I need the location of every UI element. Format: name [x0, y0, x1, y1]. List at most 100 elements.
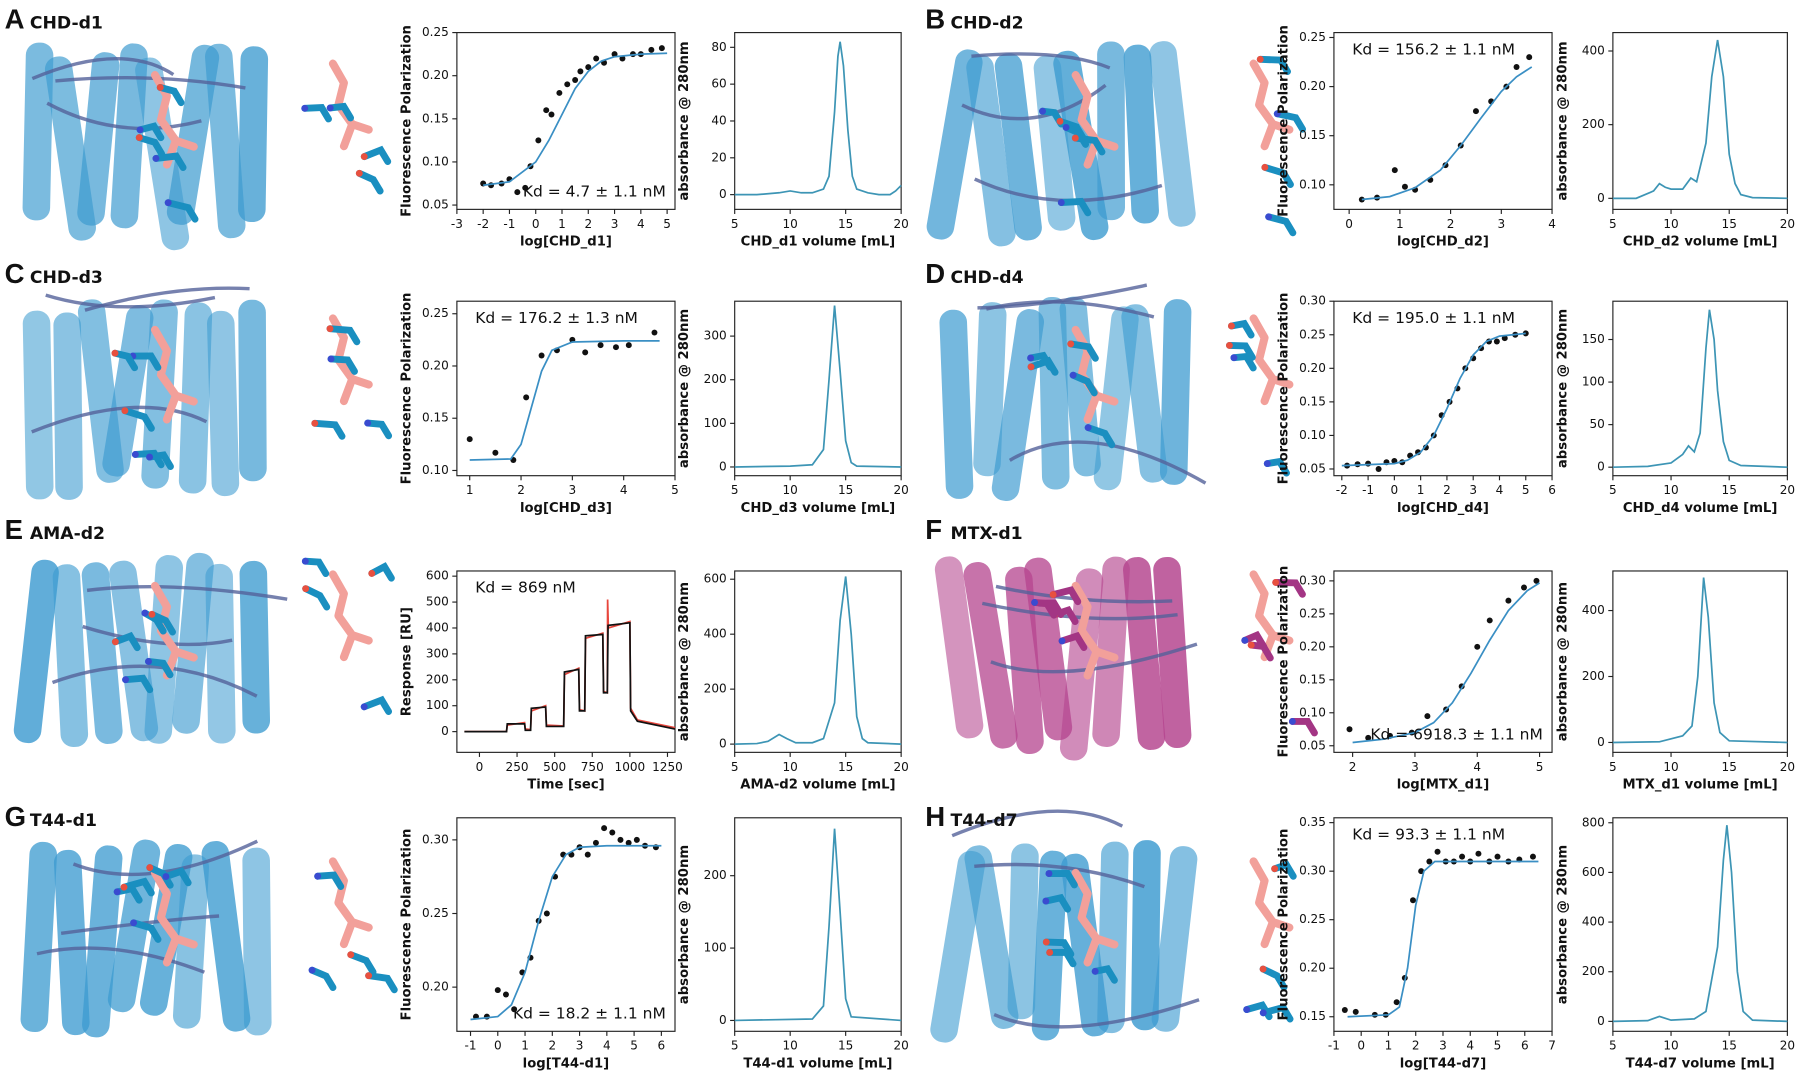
- y-tick-label: 0: [1597, 735, 1605, 749]
- y-tick-label: 400: [1582, 43, 1605, 57]
- protein-cartoon: [930, 809, 1297, 1043]
- y-axis-label: absorbance @ 280nm: [677, 582, 692, 741]
- helix: [1131, 840, 1161, 1031]
- data-point: [543, 910, 550, 917]
- y-tick-label: 0.35: [1299, 815, 1326, 829]
- ligand: [1071, 868, 1119, 967]
- data-point: [1474, 643, 1481, 650]
- y-tick-label: 40: [711, 113, 726, 127]
- y-tick-label: 0: [1597, 191, 1605, 205]
- side-chain: [130, 919, 162, 943]
- x-tick-label: 10: [783, 483, 798, 497]
- y-tick-label: 0.20: [422, 980, 449, 994]
- y-axis-label: absorbance @ 280nm: [677, 41, 692, 200]
- data-point: [609, 829, 616, 836]
- x-tick-label: 2: [1412, 1039, 1420, 1053]
- x-tick-label: 4: [620, 483, 628, 497]
- side-chain: [311, 419, 346, 440]
- protein-cartoon: [939, 283, 1294, 501]
- atom: [148, 610, 156, 618]
- atom: [135, 134, 143, 142]
- side-chain: [1069, 371, 1098, 397]
- side-chain: [122, 674, 154, 694]
- data-point: [1365, 734, 1372, 741]
- x-tick-label: 20: [893, 217, 908, 231]
- side-chain: [164, 199, 199, 223]
- atom: [136, 126, 144, 134]
- y-tick-label: 0: [719, 737, 727, 751]
- ligand: [1071, 581, 1119, 680]
- side-chain: [1058, 631, 1088, 651]
- atom: [364, 419, 372, 427]
- x-tick-label: 20: [1780, 217, 1795, 231]
- side-chain: [368, 562, 395, 582]
- side-chain: [1091, 964, 1118, 984]
- x-tick-label: 2: [1443, 483, 1451, 497]
- panel-name: CHD-d3: [30, 268, 103, 288]
- helix: [1121, 304, 1168, 483]
- chart: -1 0 1 2 3 4 5 6 0.20 0.25 0.30 log[T44-d1] Fluoresc…: [399, 817, 676, 1071]
- data-point: [523, 394, 530, 401]
- x-tick-label: 4: [637, 217, 645, 231]
- data-point: [502, 991, 509, 998]
- data-point: [1459, 853, 1466, 860]
- side-chain: [1230, 352, 1257, 372]
- x-tick-label: -1: [465, 1039, 477, 1053]
- atom: [111, 349, 119, 357]
- annotation: Kd = 6918.3 ± 1.1 nM: [1370, 726, 1543, 744]
- x-tick-label: 5: [1522, 483, 1530, 497]
- x-tick-label: 5: [1609, 483, 1617, 497]
- data-point: [1410, 897, 1416, 904]
- loop: [60, 914, 220, 936]
- side-chain: [1027, 351, 1054, 371]
- atom: [360, 703, 368, 711]
- helix: [22, 42, 54, 221]
- x-tick-label: 2: [1349, 760, 1357, 774]
- y-tick-label: 80: [711, 40, 726, 54]
- plot-frame: [1333, 32, 1553, 210]
- x-tick-label: 4: [1473, 760, 1481, 774]
- side-chain: [1263, 457, 1290, 477]
- x-tick-label: 3: [1469, 483, 1477, 497]
- plot-frame: [456, 32, 676, 210]
- y-tick-label: 0.20: [1299, 639, 1326, 653]
- x-tick-label: 0: [532, 217, 540, 231]
- plot-frame: [1333, 817, 1553, 1032]
- helix: [204, 43, 246, 239]
- x-axis-label: log[CHD_d2]: [1397, 235, 1489, 250]
- y-axis-label: absorbance @ 280nm: [677, 845, 692, 1004]
- y-tick-label: 0.15: [1299, 672, 1326, 686]
- chart: 5 10 15 20 0 20 40 60 80 CHD_d1 volume [mL] absorb…: [677, 32, 909, 250]
- x-tick-label: 250: [506, 760, 529, 774]
- data-point: [577, 68, 584, 75]
- y-tick-label: 0.20: [422, 68, 449, 82]
- x-tick-label: 5: [663, 217, 671, 231]
- ligand: [1249, 314, 1294, 406]
- atom: [1247, 641, 1255, 649]
- y-axis-label: Fluorescence Polarization: [399, 829, 414, 1021]
- side-chain: [1227, 319, 1255, 339]
- y-tick-label: 0.25: [1299, 30, 1326, 44]
- panel-letter: E: [5, 514, 23, 545]
- data-point: [511, 1006, 518, 1013]
- protein-cartoon: [934, 556, 1318, 761]
- y-axis-label: absorbance @ 280nm: [1555, 41, 1570, 200]
- x-tick-label: 1: [1396, 217, 1404, 231]
- x-axis-label: log[T44-d1]: [523, 1056, 610, 1071]
- atom: [131, 451, 139, 458]
- x-tick-label: 10: [783, 1039, 798, 1053]
- helix: [1092, 556, 1130, 747]
- annotation: Kd = 156.2 ± 1.1 nM: [1352, 40, 1515, 58]
- plot-frame: [1333, 300, 1553, 477]
- x-tick-label: 5: [671, 483, 679, 497]
- x-tick-label: 3: [576, 1039, 584, 1053]
- helix: [966, 54, 1016, 247]
- y-tick-label: 0.30: [1299, 294, 1326, 308]
- data-line: [734, 305, 902, 468]
- data-point: [1391, 167, 1398, 174]
- x-tick-label: 1250: [652, 760, 683, 774]
- plot-frame: [734, 300, 902, 477]
- data-point: [514, 189, 521, 196]
